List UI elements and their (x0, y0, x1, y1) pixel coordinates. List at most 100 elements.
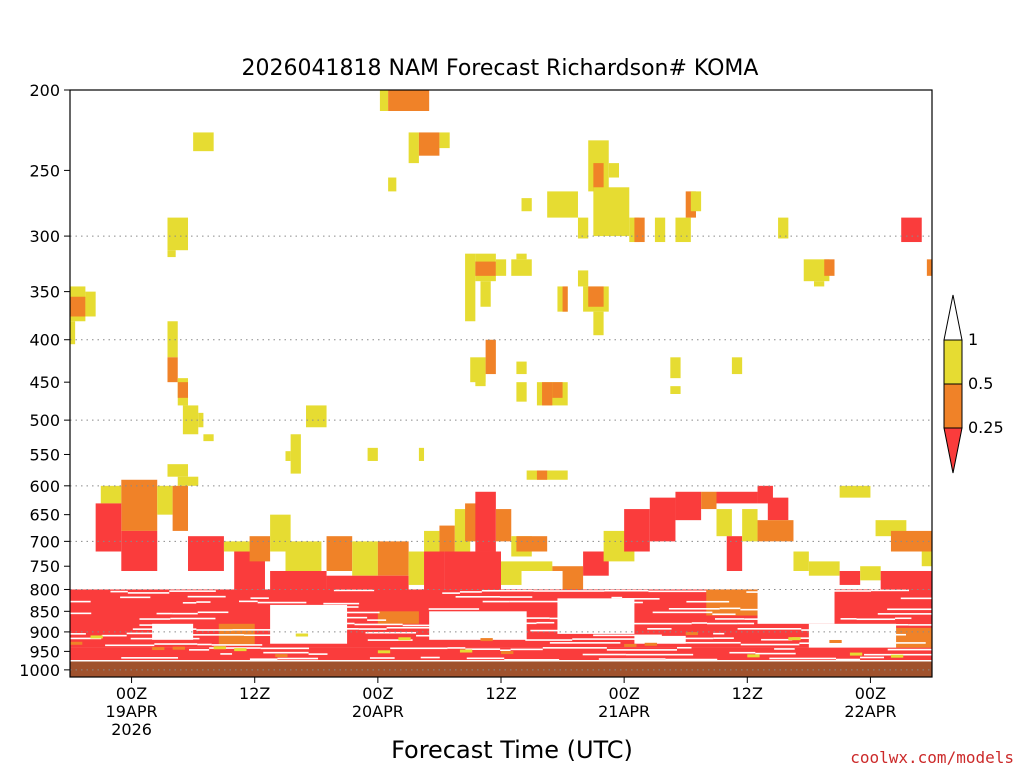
ri-cell (100, 485, 122, 504)
y-tick-label: 900 (29, 623, 60, 642)
credit-text: coolwx.com/models (850, 748, 1014, 767)
ri-streak (691, 622, 708, 624)
ri-cell (701, 491, 717, 510)
ri-cell (716, 491, 758, 504)
ri-stable-gap (557, 598, 635, 634)
ri-stable-gap (665, 570, 712, 585)
ri-cell (439, 525, 455, 552)
legend-top-triangle (943, 294, 963, 341)
ri-cell (424, 551, 445, 590)
ri-streak (931, 651, 932, 654)
ri-streak (101, 634, 127, 637)
heatmap-cells (70, 90, 932, 677)
ri-cell (593, 311, 604, 336)
ri-cell (577, 270, 589, 287)
ri-streak (465, 648, 501, 650)
ri-cell (70, 647, 932, 661)
ri-streak (799, 642, 867, 645)
ri-streak (447, 647, 466, 649)
x-tick-label: 2026 (111, 720, 152, 739)
ri-cell (213, 646, 226, 650)
ri-cell (480, 638, 493, 642)
ri-streak (435, 623, 483, 626)
ri-cell (85, 291, 96, 317)
ri-streak (713, 632, 725, 635)
ri-streak (713, 637, 734, 639)
ri-cell (418, 447, 425, 461)
ri-streak (500, 649, 511, 652)
ri-streak (70, 637, 102, 640)
ri-streak (652, 611, 713, 614)
ri-cell (177, 382, 189, 398)
ri-streak (509, 600, 574, 603)
ri-cell (121, 530, 158, 571)
ri-streak (437, 632, 449, 635)
y-tick-label: 850 (29, 602, 60, 621)
ri-streak (390, 647, 448, 650)
ri-cell (157, 485, 173, 515)
ri-cell (593, 163, 604, 192)
ri-cell (352, 541, 378, 576)
ri-streak (707, 622, 738, 625)
ri-cell (675, 491, 702, 521)
ri-streak (643, 637, 681, 639)
ri-streak (386, 626, 442, 629)
ri-streak (740, 608, 770, 611)
ri-cell (234, 648, 247, 652)
ri-streak (769, 657, 837, 660)
ri-streak (257, 601, 307, 604)
y-tick-label: 550 (29, 445, 60, 464)
ri-streak (367, 619, 387, 621)
ri-streak (647, 628, 672, 630)
ri-cell (480, 281, 491, 307)
ri-streak (263, 651, 309, 654)
ri-cell (793, 551, 809, 571)
legend-label: 0.25 (968, 418, 1004, 437)
ri-cell (198, 412, 204, 428)
ri-cell (121, 479, 158, 531)
ri-streak (856, 618, 896, 621)
ri-cell (634, 217, 645, 243)
x-tick-label: 00Z (116, 684, 147, 703)
ri-streak (126, 632, 176, 635)
ri-streak (196, 629, 233, 631)
ri-cell (649, 497, 676, 542)
ri-cell (926, 259, 932, 276)
ri-cell (306, 405, 327, 428)
ri-streak (604, 589, 649, 592)
ri-cell (685, 632, 699, 636)
ri-streak (156, 612, 173, 615)
ri-streak (895, 617, 912, 620)
ri-streak (714, 618, 745, 620)
ri-cell (849, 652, 863, 656)
x-tick-label: 12Z (732, 684, 763, 703)
ri-cell (808, 561, 840, 576)
ri-cell (377, 541, 409, 576)
ri-streak (446, 612, 475, 614)
ri-cell (444, 551, 501, 590)
ri-cell (377, 650, 391, 654)
x-tick-label: 20APR (352, 702, 404, 721)
ri-stable-gap (521, 570, 563, 590)
ri-streak (105, 644, 155, 647)
ri-streak (792, 637, 814, 639)
y-tick-label: 350 (29, 283, 60, 302)
x-tick-label: 19APR (106, 702, 158, 721)
ri-cell (767, 497, 789, 521)
ri-cell (726, 536, 743, 571)
legend-label: 0.5 (968, 374, 993, 393)
ri-streak (744, 618, 790, 620)
ri-streak (676, 646, 692, 649)
y-tick-label: 450 (29, 373, 60, 392)
ri-streak (249, 658, 278, 660)
ri-streak (761, 638, 793, 641)
ri-cell (167, 464, 189, 477)
ri-streak (504, 659, 560, 661)
ri-streak (260, 647, 310, 650)
ri-cell (408, 551, 425, 585)
ri-cell (747, 654, 760, 658)
ri-streak (442, 592, 460, 594)
ri-streak (801, 629, 861, 631)
